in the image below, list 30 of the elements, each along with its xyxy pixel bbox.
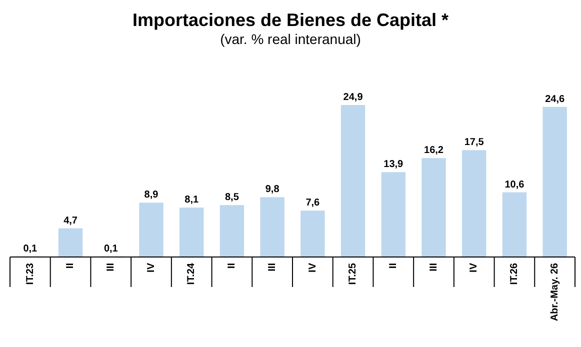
chart-title: Importaciones de Bienes de Capital * bbox=[132, 10, 449, 30]
x-tick-label: IT.23 bbox=[24, 262, 36, 285]
x-tick-label: Abr.-May. 26 bbox=[549, 262, 560, 322]
data-label: 8,5 bbox=[225, 192, 240, 204]
data-label: 24,9 bbox=[343, 92, 364, 103]
data-label: 16,2 bbox=[424, 145, 444, 156]
x-tick-label: II bbox=[65, 262, 76, 269]
x-tick-label: IT.25 bbox=[348, 262, 359, 285]
data-label: 8,1 bbox=[184, 194, 199, 206]
x-tick-label: II bbox=[226, 262, 238, 269]
x-tick-label: II bbox=[388, 262, 400, 269]
data-label: 4,7 bbox=[64, 215, 78, 226]
chart-subtitle: (var. % real interanual) bbox=[220, 31, 361, 47]
x-tick-label: IV bbox=[307, 262, 318, 272]
data-label: 0,1 bbox=[23, 243, 38, 254]
data-label: 9,8 bbox=[265, 184, 280, 196]
data-label: 13,9 bbox=[384, 159, 404, 170]
data-label: 8,9 bbox=[144, 190, 159, 201]
x-tick-label: III bbox=[428, 262, 440, 272]
x-tick-label: IT.26 bbox=[509, 262, 520, 285]
data-label: 10,6 bbox=[504, 179, 525, 190]
data-label: 7,6 bbox=[306, 198, 320, 209]
data-label: 17,5 bbox=[464, 137, 484, 148]
x-tick-label: III bbox=[106, 262, 117, 272]
x-tick-label: IV bbox=[468, 262, 480, 272]
data-label: 0,1 bbox=[104, 243, 118, 254]
x-tick-label: IT.24 bbox=[186, 262, 198, 285]
x-tick-label: IV bbox=[146, 262, 157, 272]
x-tick-label: III bbox=[266, 262, 278, 272]
data-label: 24,6 bbox=[545, 94, 565, 105]
